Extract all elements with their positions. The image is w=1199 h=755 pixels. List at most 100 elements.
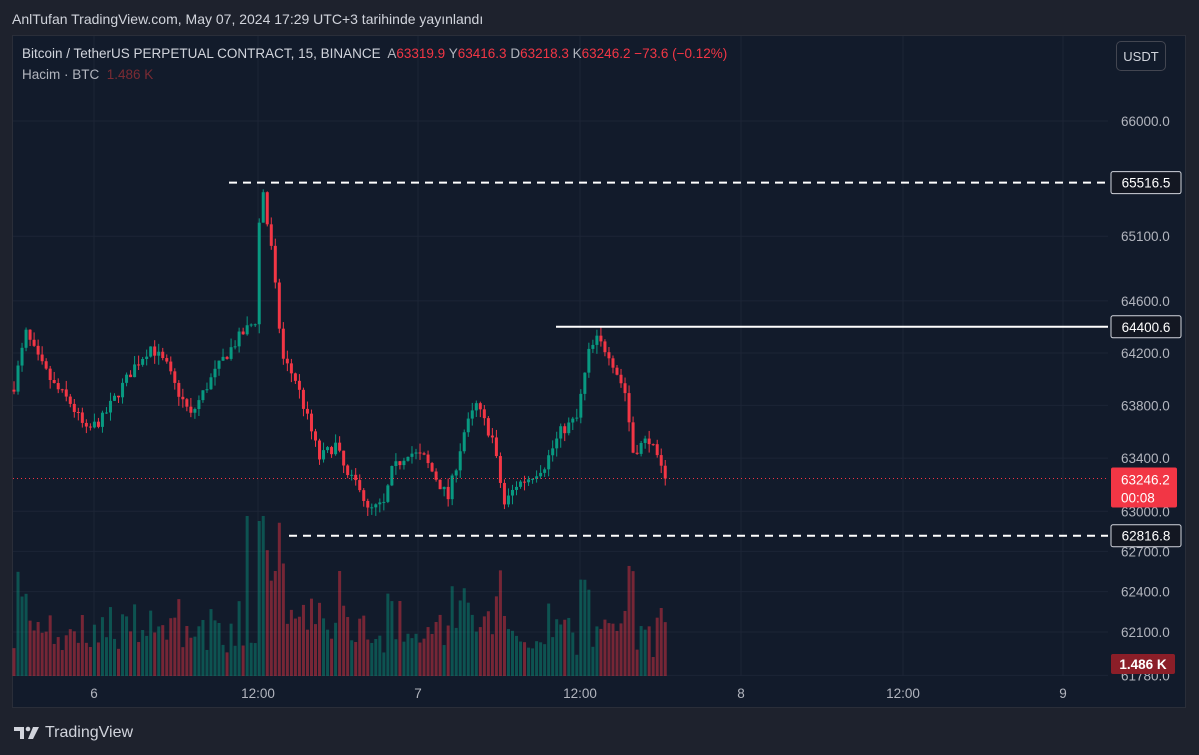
volume-bar <box>402 641 406 676</box>
volume-bar <box>583 579 587 676</box>
volume-bar <box>607 623 611 676</box>
candle-body <box>133 364 137 378</box>
candle-body <box>261 192 265 223</box>
candle-body <box>161 351 165 359</box>
candle-body <box>350 474 354 476</box>
volume-bar <box>104 637 108 676</box>
level-badge-label: 62816.8 <box>1122 529 1171 544</box>
volume-bar <box>527 647 531 676</box>
volume-bar <box>253 643 257 676</box>
x-axis-label: 6 <box>90 686 98 701</box>
volume-bar <box>519 641 523 676</box>
volume-bar <box>442 645 446 676</box>
candle-body <box>402 460 406 466</box>
candle-body <box>48 368 52 381</box>
volume-bar <box>334 622 338 676</box>
candle-body <box>297 380 301 390</box>
volume-bar <box>314 624 317 676</box>
x-axis-label: 12:00 <box>886 686 920 701</box>
high-label: Y <box>448 46 458 61</box>
candle-body <box>398 461 402 466</box>
candle-body <box>450 475 454 500</box>
ohlc-legend: Bitcoin / TetherUS PERPETUAL CONTRACT, 1… <box>22 46 727 61</box>
volume-bar <box>382 652 386 676</box>
candle-body <box>490 435 494 438</box>
volume-bar <box>44 631 48 676</box>
volume-bar <box>362 615 366 676</box>
currency-button[interactable]: USDT <box>1116 41 1166 71</box>
volume-bar <box>663 622 667 676</box>
volume-bar <box>611 623 615 676</box>
volume-bar <box>52 643 56 676</box>
volume-bar <box>177 599 181 676</box>
volume-bar <box>201 619 205 676</box>
volume-bar <box>563 619 567 676</box>
volume-bar <box>269 580 273 676</box>
candle-body <box>611 358 615 368</box>
volume-bar <box>84 642 88 676</box>
candle-body <box>615 367 619 375</box>
candle-body <box>478 403 482 410</box>
volume-bar <box>434 622 438 676</box>
volume-bar <box>639 626 643 676</box>
candle-body <box>482 409 486 419</box>
symbol-title[interactable]: Bitcoin / TetherUS PERPETUAL CONTRACT, 1… <box>22 46 381 61</box>
candle-body <box>599 335 603 342</box>
candle-body <box>318 440 322 460</box>
candle-body <box>567 422 571 434</box>
y-axis-label: 66000.0 <box>1121 114 1170 129</box>
candle-body <box>446 486 450 500</box>
candle-body <box>623 383 627 394</box>
candle-body <box>354 474 358 481</box>
volume-bar <box>575 654 579 676</box>
candle-body <box>60 389 64 391</box>
candle-body <box>386 485 390 502</box>
candle-body <box>157 351 161 356</box>
candle-body <box>362 490 366 501</box>
volume-bar <box>289 609 293 676</box>
candle-body <box>635 452 639 454</box>
volume-bar <box>378 635 382 676</box>
volume-bar <box>221 644 225 676</box>
volume-bar <box>330 638 334 676</box>
candle-body <box>149 346 153 357</box>
candle-body <box>20 347 24 366</box>
volume-bar <box>48 615 52 676</box>
candle-body <box>233 346 237 348</box>
candle-body <box>225 356 229 359</box>
y-axis-label: 63000.0 <box>1121 504 1170 519</box>
y-axis-label: 64200.0 <box>1121 346 1170 361</box>
tradingview-logo[interactable]: TradingView <box>14 724 133 742</box>
volume-bar <box>241 645 245 676</box>
volume-bar <box>297 616 301 676</box>
candle-body <box>426 454 430 464</box>
candle-body <box>129 374 133 378</box>
volume-bar <box>173 617 177 676</box>
volume-bar <box>32 630 36 676</box>
candle-body <box>189 406 193 413</box>
volume-bar <box>410 638 414 676</box>
volume-bar <box>225 652 229 676</box>
volume-label[interactable]: Hacim · BTC <box>22 67 100 82</box>
candle-body <box>24 329 28 348</box>
volume-bar <box>28 620 32 676</box>
candle-body <box>390 466 394 486</box>
candle-body <box>374 504 378 508</box>
candle-body <box>466 418 470 433</box>
volume-bar <box>659 608 663 676</box>
y-axis-label: 62700.0 <box>1121 544 1170 559</box>
chart-panel[interactable] <box>12 35 1186 708</box>
volume-bar <box>125 616 129 676</box>
volume-bar <box>293 618 297 676</box>
candle-body <box>173 371 177 383</box>
x-axis-label: 8 <box>737 686 745 701</box>
y-axis-label: 62100.0 <box>1121 625 1170 640</box>
candle-body <box>506 495 510 505</box>
volume-bar <box>515 635 518 676</box>
volume-bar <box>523 642 527 676</box>
volume-bar <box>643 629 647 676</box>
volume-bar <box>237 601 241 676</box>
candle-body <box>370 507 374 509</box>
candle-body <box>410 453 414 457</box>
